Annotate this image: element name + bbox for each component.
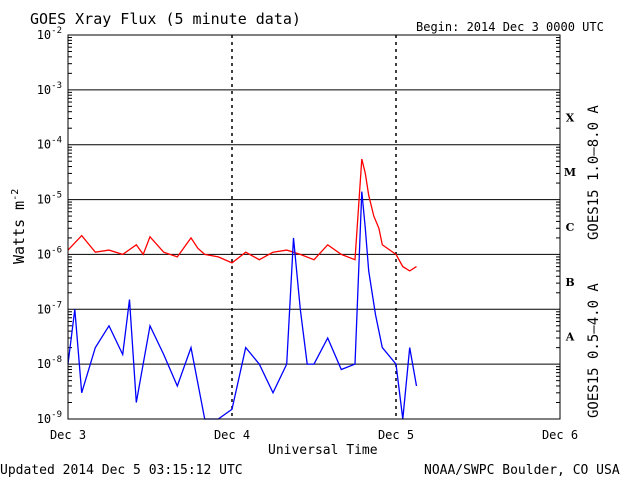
x-tick-label-1: Dec 4 (214, 428, 250, 442)
y-tick-label-1: 10-3 (37, 81, 62, 97)
legend-entry-short-wave: GOES15 0.5–4.0 A (586, 283, 602, 418)
flare-class-X: X (566, 111, 575, 124)
y-tick-label-4: 10-6 (37, 245, 62, 261)
y-axis-label-exponent: -2 (10, 189, 21, 201)
y-tick-label-2: 10-4 (37, 136, 62, 152)
flare-class-M: M (564, 166, 576, 179)
chart-title: GOES Xray Flux (5 minute data) (30, 10, 301, 28)
legend-entry-long-wave: GOES15 1.0–8.0 A (586, 105, 602, 240)
plot-area (67, 34, 561, 420)
x-tick-label-3: Dec 6 (542, 428, 578, 442)
y-tick-label-0: 10-2 (37, 26, 62, 42)
decade-gridlines (68, 37, 560, 403)
y-axis-label: Watts m-2 (10, 189, 28, 264)
begin-label: Begin: 2014 Dec 3 0000 UTC (416, 20, 604, 34)
y-tick-label-3: 10-5 (37, 191, 62, 207)
flare-class-B: B (565, 276, 574, 289)
y-tick-labels: 10-2 10-3 10-4 10-5 10-6 10-7 10-8 10-9 (37, 26, 62, 426)
y-tick-label-7: 10-9 (37, 410, 62, 426)
day-tick-marks (231, 35, 397, 419)
updated-timestamp: Updated 2014 Dec 5 03:15:12 UTC (0, 463, 243, 478)
series-line-long-wave (67, 158, 417, 272)
y-axis-label-text: Watts m (10, 201, 28, 264)
flare-class-C: C (566, 221, 575, 234)
credit-label: NOAA/SWPC Boulder, CO USA (424, 463, 620, 478)
x-axis-label: Universal Time (268, 443, 378, 458)
y-tick-label-6: 10-8 (37, 355, 62, 371)
flare-class-labels: X M C B A (564, 111, 576, 343)
x-tick-label-2: Dec 5 (378, 428, 414, 442)
plot-frame (67, 34, 561, 420)
y-tick-label-5: 10-7 (37, 300, 62, 316)
flare-class-A: A (565, 331, 575, 344)
series-line-short-wave (67, 191, 418, 420)
x-tick-label-0: Dec 3 (50, 428, 86, 442)
x-tick-labels: Dec 3 Dec 4 Dec 5 Dec 6 (50, 428, 578, 442)
